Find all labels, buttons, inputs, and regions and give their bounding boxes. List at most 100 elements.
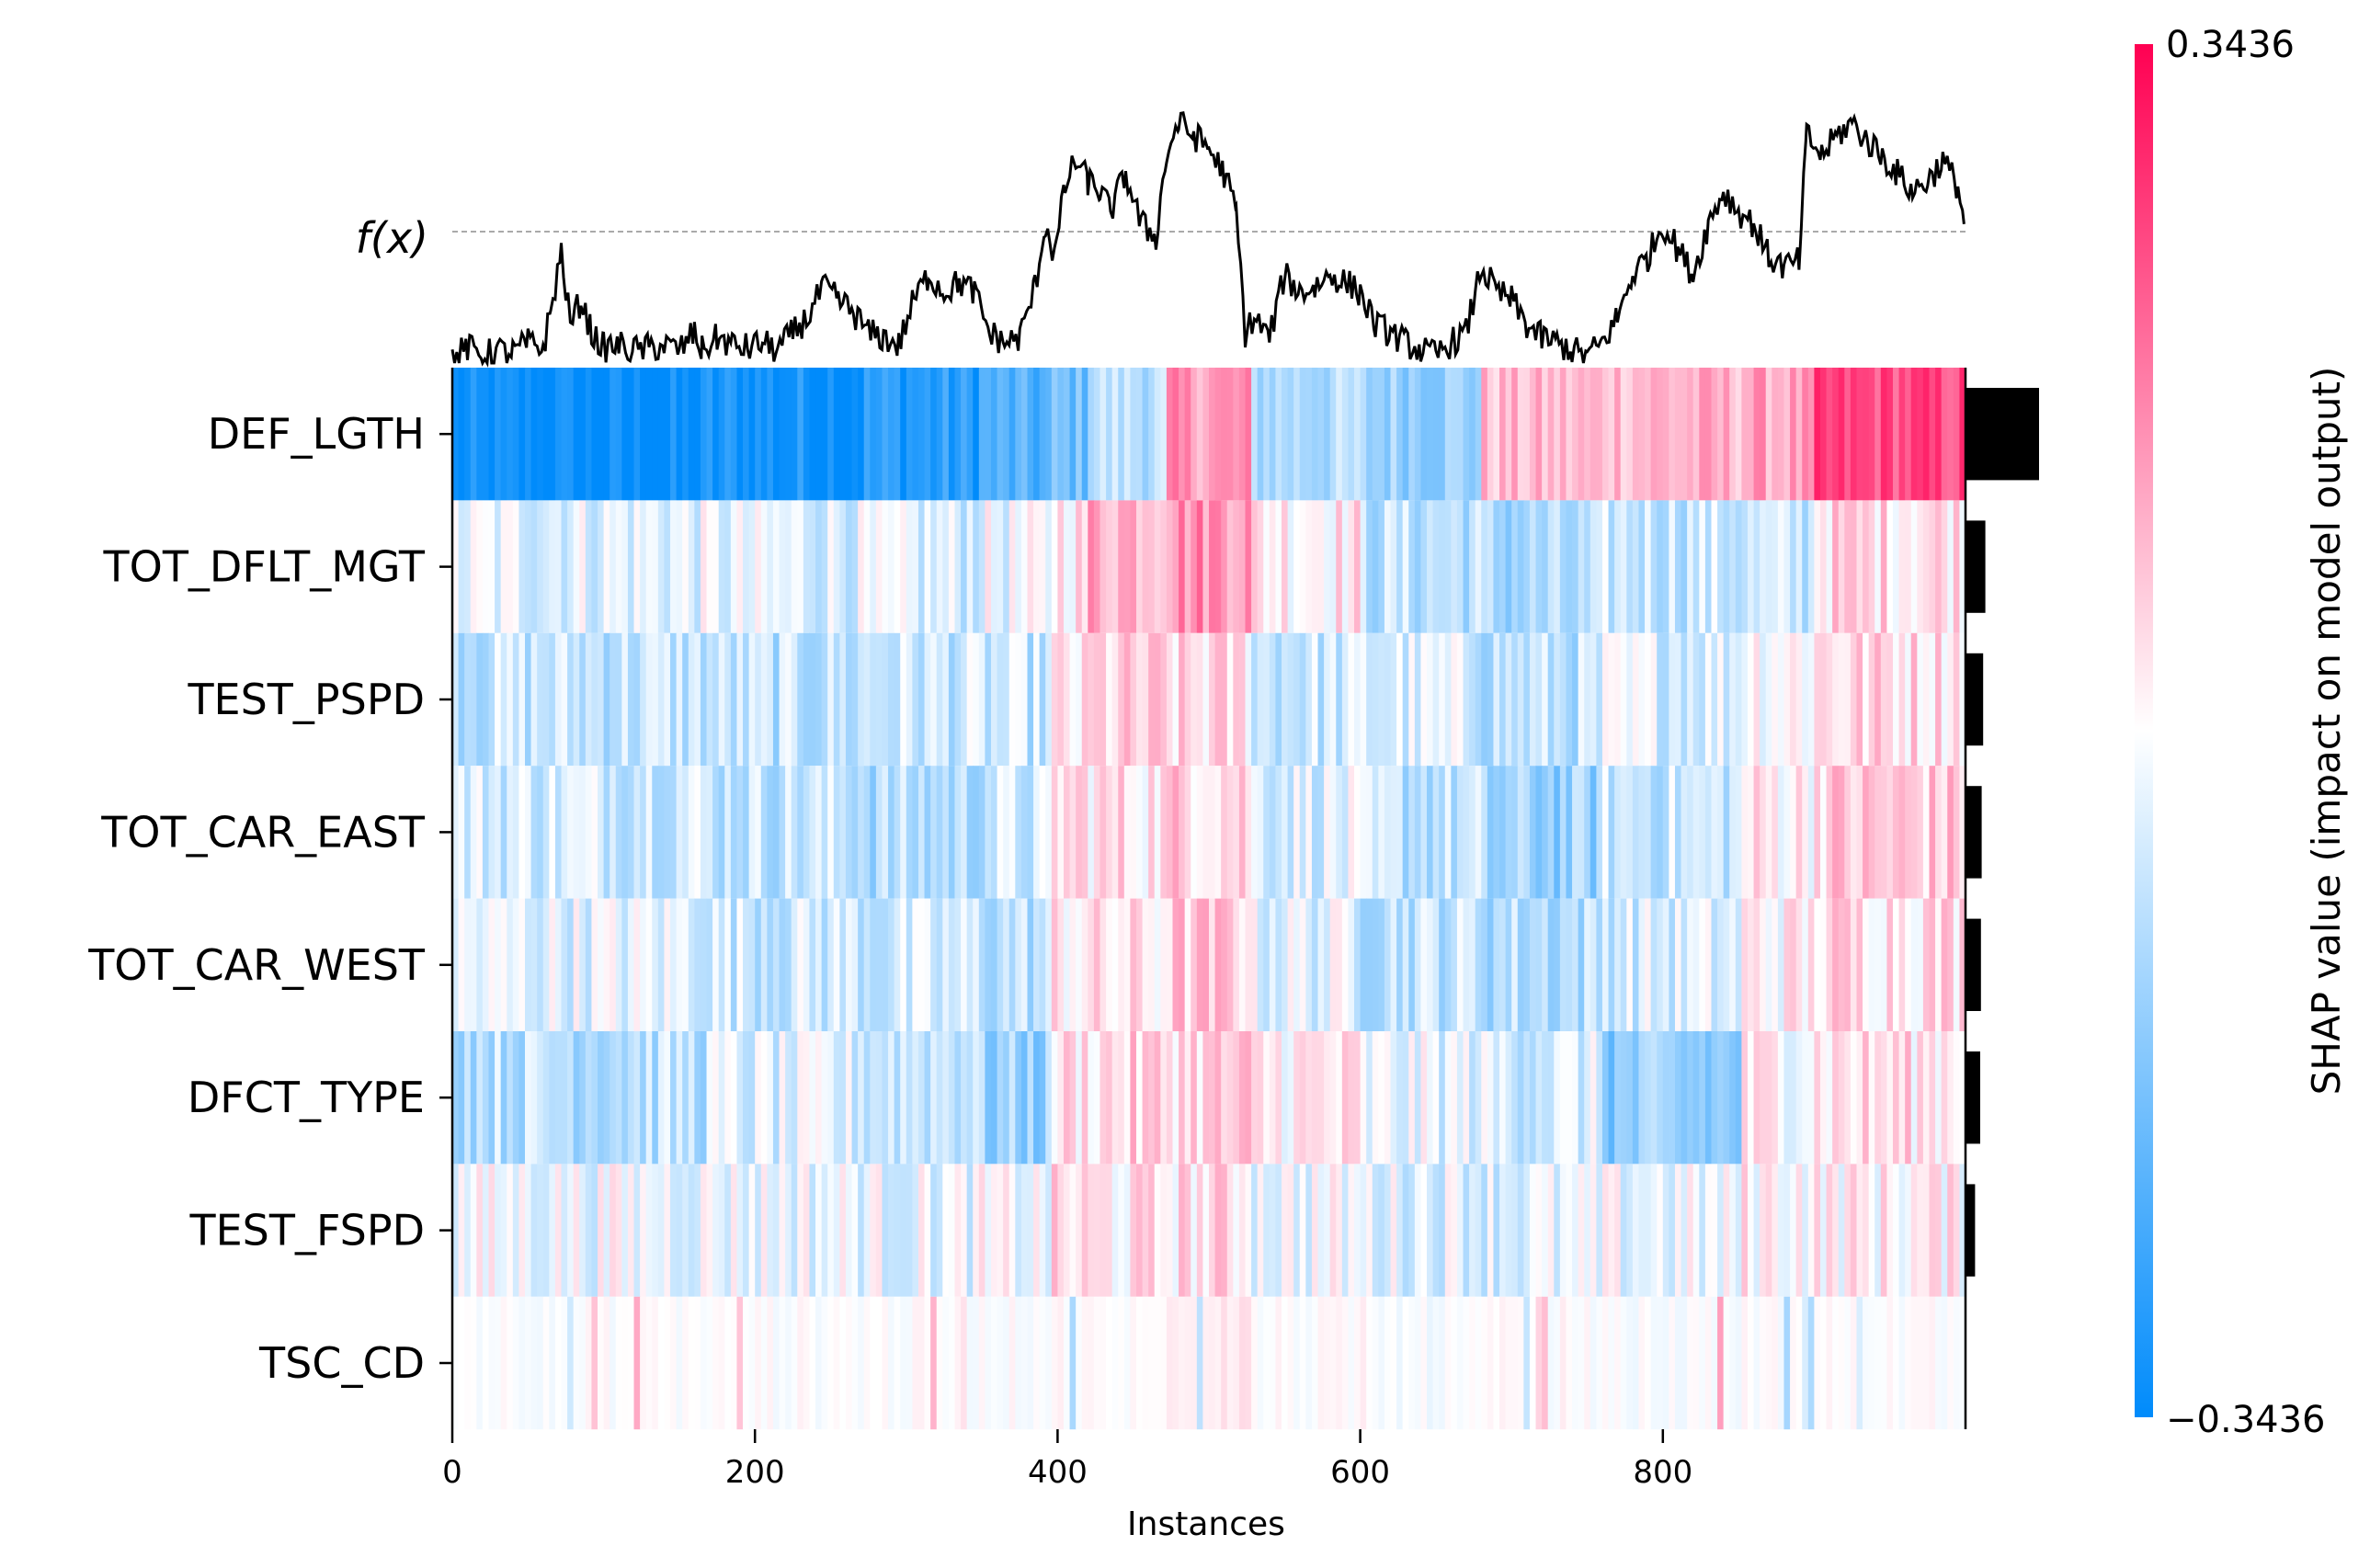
heatmap-cell	[1499, 898, 1507, 1031]
heatmap-cell	[1614, 500, 1622, 633]
heatmap-cell	[1559, 500, 1567, 633]
heatmap-cell	[809, 1164, 816, 1297]
heatmap-cell	[1444, 632, 1452, 767]
heatmap-cell	[1626, 1164, 1634, 1297]
heatmap-cell	[1868, 632, 1875, 767]
heatmap-cell	[1777, 1031, 1785, 1165]
heatmap-cell	[1868, 766, 1875, 899]
heatmap-cell	[1148, 1164, 1156, 1297]
heatmap-cell	[1880, 500, 1887, 633]
heatmap-cell	[500, 1031, 507, 1165]
heatmap-cell	[1517, 1031, 1524, 1165]
heatmap-cell	[1390, 368, 1397, 501]
heatmap-cell	[1566, 500, 1573, 633]
heatmap-cell	[1868, 1296, 1875, 1430]
heatmap-cell	[1299, 898, 1306, 1031]
heatmap-cell	[1275, 1296, 1282, 1430]
heatmap-cell	[1238, 1296, 1247, 1430]
heatmap-cell	[512, 1031, 520, 1165]
heatmap-cell	[1226, 1296, 1234, 1430]
heatmap-cell	[645, 1296, 653, 1430]
heatmap-cell	[1179, 632, 1186, 767]
heatmap-cell	[512, 368, 520, 501]
heatmap-cell	[1172, 1296, 1179, 1430]
heatmap-cell	[833, 632, 840, 767]
heatmap-cell	[627, 1031, 635, 1165]
heatmap-cell	[1953, 1164, 1961, 1297]
heatmap-cell	[1614, 766, 1622, 899]
heatmap-cell	[1008, 1164, 1016, 1297]
heatmap-cell	[791, 1296, 798, 1430]
heatmap-cell	[1469, 500, 1476, 633]
heatmap-cell	[1081, 898, 1088, 1031]
heatmap-cell	[1711, 632, 1718, 767]
heatmap-cell	[657, 632, 666, 767]
heatmap-cell	[1657, 766, 1664, 899]
heatmap-cell	[743, 368, 750, 501]
heatmap-cell	[579, 1031, 587, 1165]
heatmap-cell	[1917, 766, 1924, 899]
heatmap-cell	[1414, 632, 1422, 767]
heatmap-cell	[1051, 500, 1058, 633]
heatmap-cell	[561, 632, 568, 767]
heatmap-cell	[585, 1296, 593, 1430]
heatmap-cell	[1717, 1031, 1725, 1165]
heatmap-cell	[1753, 1164, 1760, 1297]
heatmap-cell	[767, 368, 774, 501]
heatmap-cell	[1892, 632, 1900, 767]
heatmap-cell	[1953, 898, 1961, 1031]
heatmap-cell	[1959, 898, 1966, 1031]
heatmap-cell	[1045, 898, 1053, 1031]
heatmap-cell	[1699, 898, 1706, 1031]
heatmap-cell	[833, 1296, 840, 1430]
heatmap-cell	[1638, 632, 1646, 767]
heatmap-cell	[1850, 368, 1858, 501]
heatmap-cell	[1578, 1031, 1585, 1165]
heatmap-row-dfct-type	[452, 1031, 1966, 1165]
heatmap-cell	[1329, 766, 1337, 899]
heatmap-cell	[1905, 898, 1912, 1031]
heatmap-cell	[591, 368, 598, 501]
heatmap-cell	[1481, 1164, 1488, 1297]
heatmap-cell	[1517, 368, 1524, 501]
heatmap-cell	[615, 1031, 622, 1165]
heatmap-cell	[1427, 1296, 1434, 1430]
heatmap-cell	[1184, 766, 1191, 899]
heatmap-cell	[1293, 1296, 1301, 1430]
heatmap-cell	[1130, 1296, 1137, 1430]
heatmap-cell	[724, 632, 732, 767]
heatmap-cell	[537, 1031, 544, 1165]
heatmap-cell	[1209, 500, 1216, 633]
heatmap-cell	[1802, 1164, 1809, 1297]
heatmap-cell	[1632, 898, 1640, 1031]
heatmap-cell	[1336, 1164, 1343, 1297]
heatmap-cell	[997, 766, 1004, 899]
heatmap-cell	[1922, 632, 1931, 767]
heatmap-cell	[1692, 898, 1700, 1031]
heatmap-cell	[1299, 632, 1306, 767]
heatmap-cell	[657, 1031, 666, 1165]
heatmap-cell	[1753, 632, 1760, 767]
heatmap-cell	[1717, 632, 1725, 767]
heatmap-cell	[1947, 1296, 1954, 1430]
heatmap-cell	[1487, 1296, 1495, 1430]
heatmap-cell	[1511, 1296, 1519, 1430]
heatmap-cell	[1003, 1296, 1010, 1430]
heatmap-cell	[736, 898, 744, 1031]
heatmap-cell	[1601, 368, 1610, 501]
heatmap-cell	[1275, 632, 1282, 767]
heatmap-cell	[1317, 1031, 1325, 1165]
heatmap-cell	[748, 500, 756, 633]
heatmap-cell	[1451, 1296, 1458, 1430]
heatmap-cell	[1765, 500, 1772, 633]
heatmap-cell	[961, 766, 968, 899]
heatmap-cell	[1941, 766, 1948, 899]
heatmap-cell	[1559, 632, 1567, 767]
heatmap-cell	[1681, 1296, 1688, 1430]
heatmap-cell	[1832, 500, 1840, 633]
heatmap-cell	[978, 1031, 986, 1165]
heatmap-cell	[1020, 368, 1029, 501]
heatmap-cell	[1814, 1164, 1821, 1297]
heatmap-cell	[985, 1296, 992, 1430]
heatmap-cell	[1814, 632, 1821, 767]
